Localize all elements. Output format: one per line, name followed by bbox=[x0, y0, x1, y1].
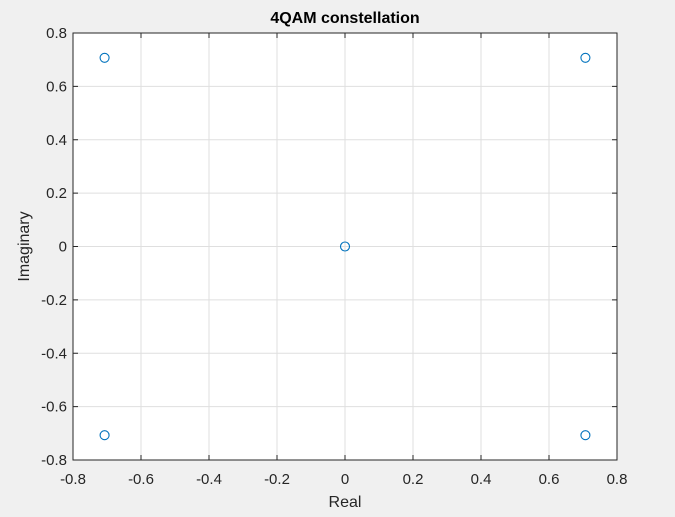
y-tick-label: 0.2 bbox=[46, 185, 67, 202]
data-point bbox=[99, 430, 110, 441]
y-axis-label: Imaginary bbox=[16, 211, 33, 281]
y-tick-label: -0.6 bbox=[41, 399, 67, 416]
x-tick-label: 0 bbox=[341, 471, 349, 488]
x-tick-label: 0.6 bbox=[539, 471, 560, 488]
data-point bbox=[99, 52, 110, 63]
x-tick-label: -0.8 bbox=[60, 471, 86, 488]
x-tick-label: -0.4 bbox=[196, 471, 222, 488]
data-point bbox=[580, 430, 591, 441]
data-points bbox=[99, 52, 591, 441]
x-tick-label: 0.8 bbox=[607, 471, 628, 488]
grid-lines bbox=[73, 33, 617, 460]
x-tick-label: 0.4 bbox=[471, 471, 492, 488]
y-tick-label: 0.8 bbox=[46, 25, 67, 42]
y-tick-label: -0.2 bbox=[41, 292, 67, 309]
y-tick-label: -0.8 bbox=[41, 452, 67, 469]
chart-title: 4QAM constellation bbox=[270, 10, 419, 27]
x-tick-label: -0.6 bbox=[128, 471, 154, 488]
y-tick-label: 0 bbox=[59, 239, 67, 256]
x-axis-label: Real bbox=[329, 494, 362, 511]
y-tick-label: -0.4 bbox=[41, 345, 67, 362]
x-tick-label: -0.2 bbox=[264, 471, 290, 488]
data-point bbox=[339, 241, 351, 252]
y-tick-label: 0.4 bbox=[46, 132, 67, 149]
axis-ticks: -0.8 -0.6 -0.4 -0.2 0 0.2 0.4 0.6 0.8 -0.8 -0.6 -0.… bbox=[41, 25, 627, 488]
data-point bbox=[580, 52, 591, 63]
y-tick-label: 0.6 bbox=[46, 78, 67, 95]
x-tick-label: 0.2 bbox=[403, 471, 424, 488]
